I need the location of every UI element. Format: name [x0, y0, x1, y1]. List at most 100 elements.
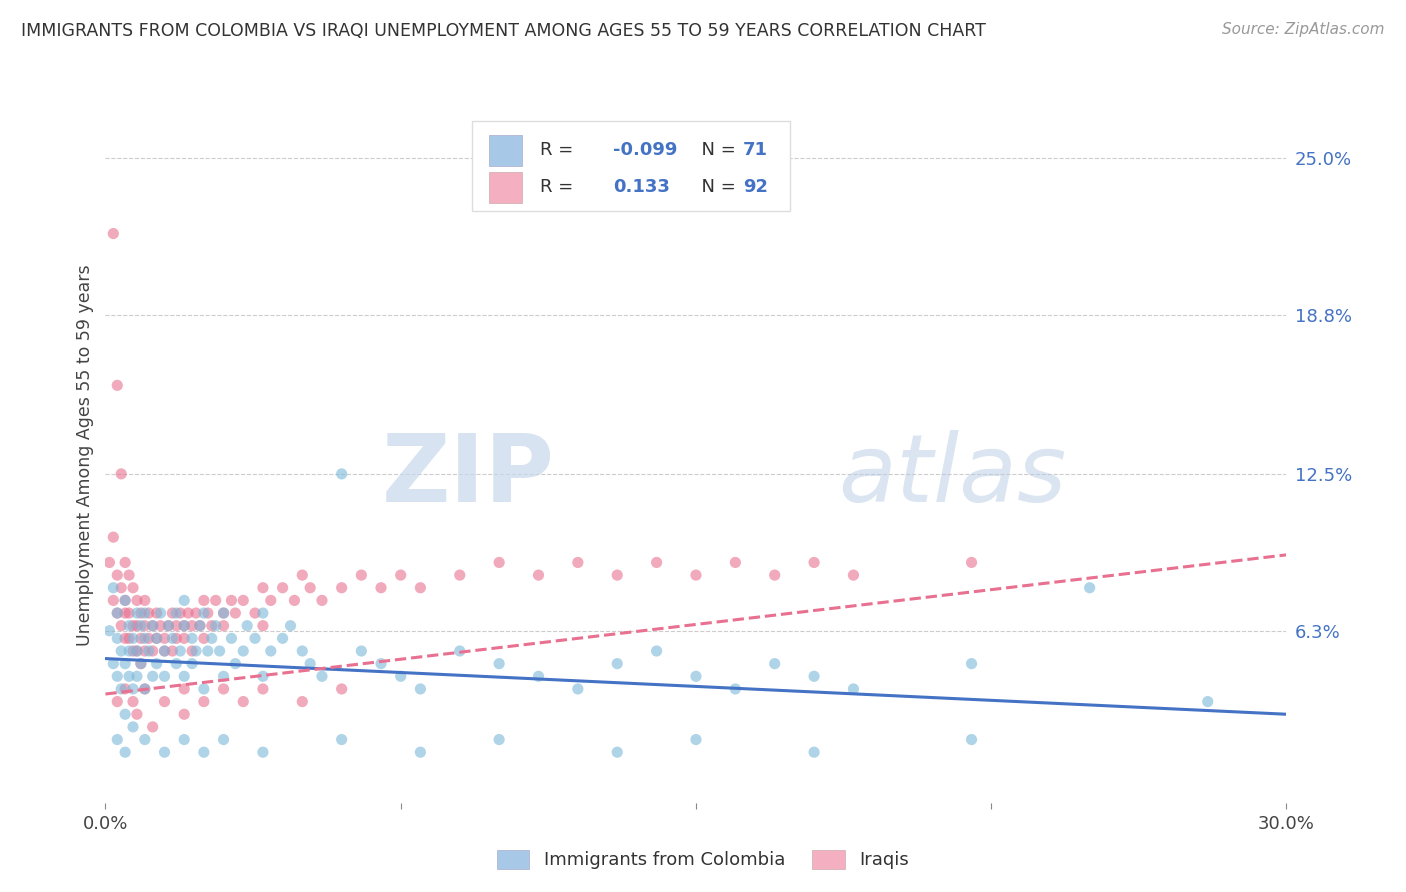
Point — [134, 681, 156, 696]
Point — [118, 644, 141, 658]
Point — [125, 618, 148, 632]
Point — [125, 593, 148, 607]
Point — [105, 568, 128, 582]
Point — [125, 644, 148, 658]
Point — [960, 732, 983, 747]
Point — [103, 581, 125, 595]
Point — [129, 632, 152, 646]
Point — [252, 618, 274, 632]
Text: Source: ZipAtlas.com: Source: ZipAtlas.com — [1222, 22, 1385, 37]
FancyBboxPatch shape — [471, 121, 790, 211]
Point — [188, 618, 211, 632]
Point — [221, 632, 243, 646]
Text: 0.133: 0.133 — [613, 178, 671, 196]
Point — [142, 669, 165, 683]
Point — [236, 618, 259, 632]
Point — [122, 581, 145, 595]
Point — [134, 618, 156, 632]
Point — [291, 695, 314, 709]
Point — [173, 707, 195, 722]
Point — [122, 720, 145, 734]
Point — [110, 467, 132, 481]
Point — [105, 378, 128, 392]
Point — [488, 657, 510, 671]
Point — [193, 695, 215, 709]
Point — [724, 681, 747, 696]
Point — [527, 669, 550, 683]
Point — [162, 606, 184, 620]
Point — [842, 681, 865, 696]
Point — [960, 657, 983, 671]
Point — [232, 593, 254, 607]
Point — [271, 632, 294, 646]
Point — [105, 606, 128, 620]
Point — [110, 581, 132, 595]
Point — [252, 745, 274, 759]
Point — [299, 581, 322, 595]
Point — [488, 732, 510, 747]
Point — [330, 732, 353, 747]
Point — [763, 657, 786, 671]
Point — [138, 644, 160, 658]
Point — [842, 568, 865, 582]
Point — [193, 681, 215, 696]
Point — [330, 681, 353, 696]
Point — [350, 644, 373, 658]
Point — [763, 568, 786, 582]
Point — [125, 707, 148, 722]
Point — [449, 644, 471, 658]
Point — [567, 556, 589, 570]
Point — [193, 745, 215, 759]
Point — [606, 568, 628, 582]
Point — [280, 618, 302, 632]
Point — [98, 624, 121, 638]
Point — [370, 657, 392, 671]
Point — [606, 657, 628, 671]
Point — [260, 593, 283, 607]
Text: atlas: atlas — [838, 430, 1066, 521]
Point — [291, 568, 314, 582]
Point — [142, 720, 165, 734]
Point — [125, 606, 148, 620]
Point — [149, 606, 172, 620]
Point — [330, 581, 353, 595]
Point — [162, 644, 184, 658]
Point — [114, 657, 136, 671]
Point — [389, 669, 412, 683]
Point — [173, 593, 195, 607]
Point — [105, 669, 128, 683]
FancyBboxPatch shape — [489, 172, 523, 203]
Point — [271, 581, 294, 595]
Point — [114, 606, 136, 620]
Point — [153, 669, 176, 683]
Point — [204, 618, 226, 632]
Point — [162, 632, 184, 646]
Text: N =: N = — [690, 178, 741, 196]
Point — [142, 618, 165, 632]
Point — [201, 632, 224, 646]
Point — [311, 669, 333, 683]
Point — [110, 618, 132, 632]
Point — [803, 669, 825, 683]
Point — [370, 581, 392, 595]
Point — [118, 568, 141, 582]
Point — [527, 568, 550, 582]
Point — [145, 632, 167, 646]
Point — [114, 556, 136, 570]
Point — [208, 644, 231, 658]
Point — [567, 681, 589, 696]
Point — [188, 618, 211, 632]
Text: R =: R = — [540, 178, 579, 196]
Point — [165, 657, 187, 671]
Point — [153, 644, 176, 658]
Point — [165, 606, 187, 620]
Point — [232, 644, 254, 658]
Point — [243, 606, 266, 620]
Point — [252, 681, 274, 696]
Point — [105, 732, 128, 747]
Point — [409, 745, 432, 759]
Point — [243, 632, 266, 646]
Point — [114, 593, 136, 607]
Point — [173, 681, 195, 696]
Point — [724, 556, 747, 570]
